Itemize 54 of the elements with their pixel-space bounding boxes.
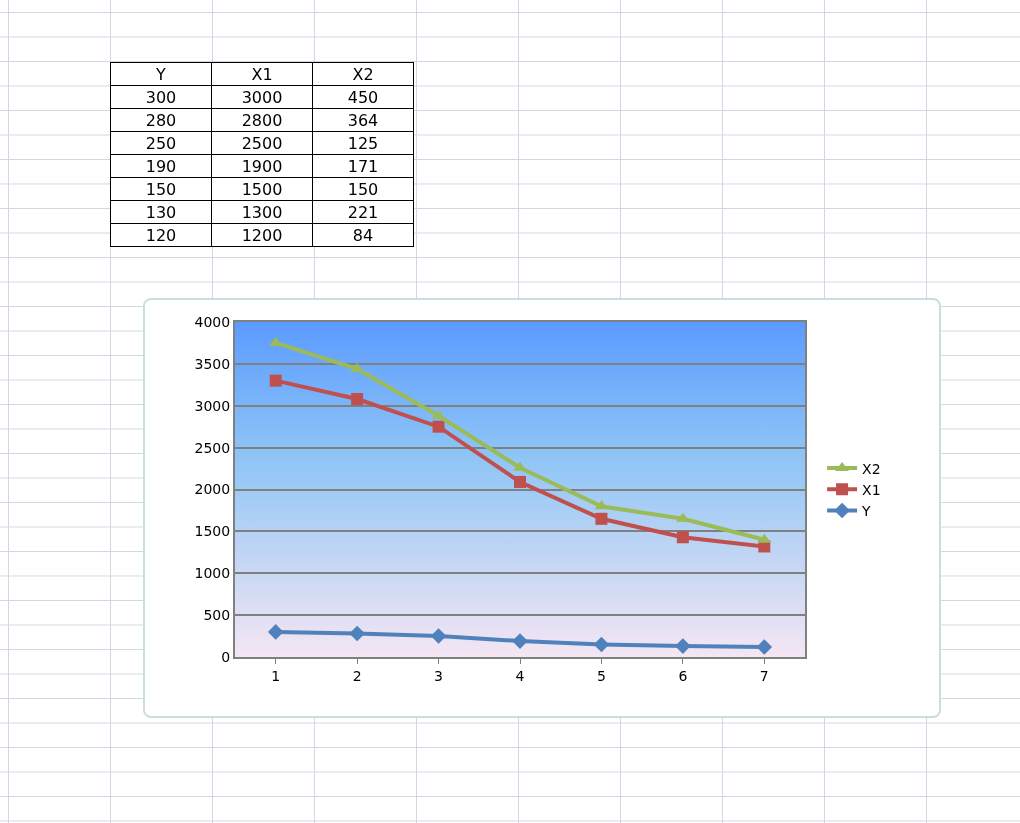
text: 130: [110, 200, 212, 224]
point: [756, 639, 773, 655]
x-tick-label: 7: [759, 667, 769, 684]
point: [676, 531, 689, 544]
category-label: X2: [312, 62, 414, 86]
text: 125: [312, 131, 414, 155]
y-tick-label: 0: [221, 648, 231, 665]
text: 2800: [211, 108, 313, 132]
text: 190: [110, 154, 212, 178]
point: [593, 636, 610, 653]
y-tick-label: 3000: [194, 397, 231, 414]
y-tick-label: 500: [203, 607, 231, 624]
text: 221: [312, 200, 414, 224]
point: [675, 638, 691, 654]
x-tick-label: 3: [434, 667, 444, 684]
point: [269, 374, 282, 387]
text: 280: [110, 108, 212, 132]
category-label: X1: [211, 62, 313, 86]
x-tick-label: 1: [271, 667, 281, 684]
text: 120: [110, 223, 212, 247]
point: [432, 420, 445, 433]
text: 1900: [211, 154, 313, 178]
x-tick-label: 4: [515, 667, 525, 684]
x-tick-label: 2: [352, 667, 362, 684]
text: 150: [110, 177, 212, 201]
point: [595, 512, 608, 525]
point: [430, 628, 447, 644]
point: [267, 624, 284, 640]
point: [513, 461, 527, 471]
text: 364: [312, 108, 414, 132]
text: 450: [312, 85, 414, 109]
text: 84: [312, 223, 414, 247]
point: [349, 625, 365, 642]
y-tick-label: 4000: [194, 313, 231, 330]
category-label: Y: [110, 62, 212, 86]
text: 171: [312, 154, 414, 178]
text: 1300: [211, 200, 313, 224]
y-tick-label: 1000: [194, 565, 231, 582]
x-tick-label: 5: [596, 667, 606, 684]
text: 300: [110, 85, 212, 109]
point: [512, 633, 528, 649]
y-tick-label: 2000: [194, 481, 231, 498]
point: [351, 393, 364, 406]
text: 250: [110, 131, 212, 155]
text: 1200: [211, 223, 313, 247]
y-tick-label: 3500: [194, 355, 231, 372]
y-tick-label: 1500: [194, 523, 231, 540]
text: 150: [312, 177, 414, 201]
y-tick-label: 2500: [194, 439, 231, 456]
x-tick-label: 6: [678, 667, 688, 684]
point: [514, 475, 526, 488]
legend-label: X2: [862, 460, 881, 477]
legend-label: X1: [862, 481, 881, 498]
legend-label: Y: [861, 502, 872, 519]
